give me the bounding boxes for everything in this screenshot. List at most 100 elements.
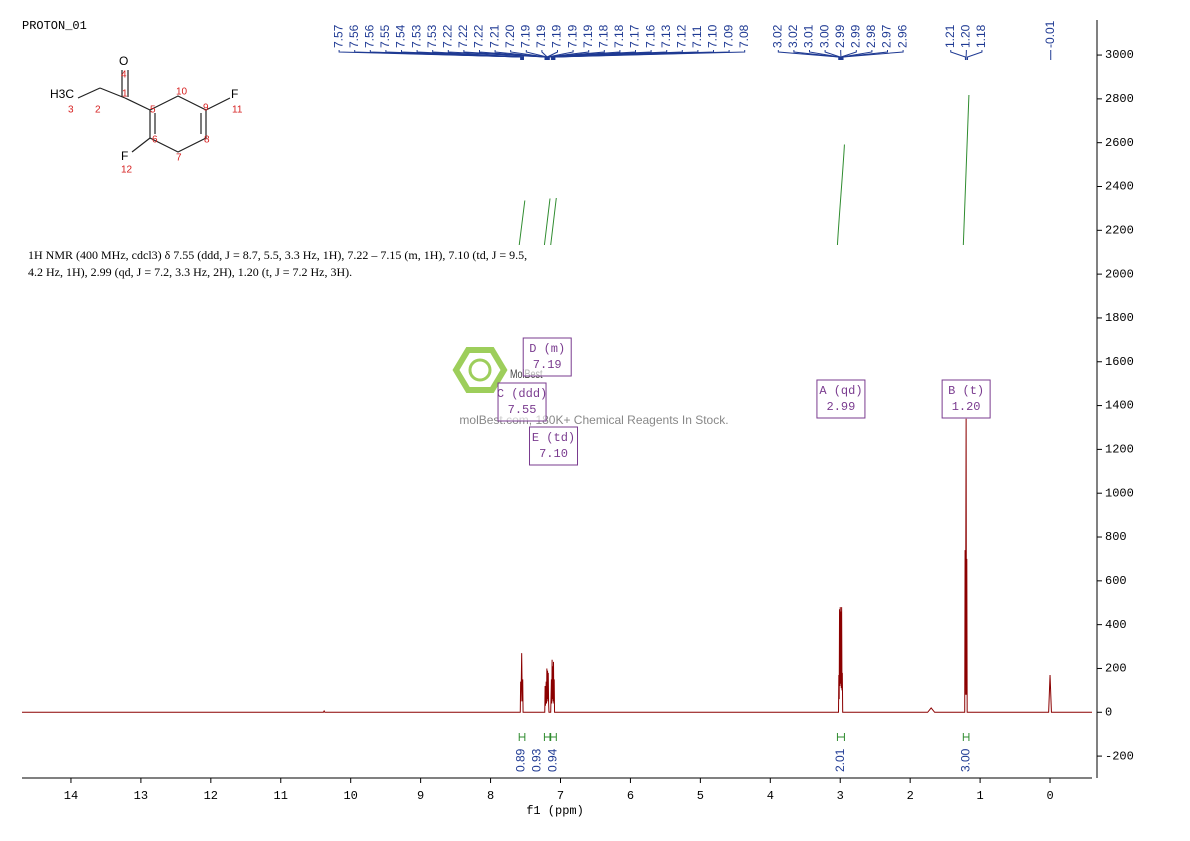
x-tick-label: 10 bbox=[343, 789, 357, 803]
multiplet-name: D (m) bbox=[529, 342, 565, 356]
x-tick-label: 8 bbox=[487, 789, 494, 803]
peak-label: 2.99 bbox=[848, 24, 862, 48]
peak-label: 3.02 bbox=[786, 24, 800, 48]
peak-label: 7.21 bbox=[487, 24, 501, 48]
integral-label: 0.93 bbox=[530, 748, 544, 772]
y-tick-label: 0 bbox=[1105, 705, 1112, 719]
peak-label: 7.53 bbox=[409, 24, 423, 48]
multiplet-shift: 1.20 bbox=[952, 400, 981, 414]
peak-label: 7.10 bbox=[706, 24, 720, 48]
peak-connector bbox=[950, 50, 966, 60]
y-tick-label: 1600 bbox=[1105, 355, 1134, 369]
bond bbox=[205, 97, 231, 111]
peak-label: 7.12 bbox=[674, 24, 688, 48]
peak-label: 7.13 bbox=[659, 24, 673, 48]
x-tick-label: 13 bbox=[134, 789, 148, 803]
y-tick-label: 2600 bbox=[1105, 136, 1134, 150]
peak-label: 7.18 bbox=[612, 24, 626, 48]
peak-connector bbox=[809, 50, 841, 60]
y-tick-label: 200 bbox=[1105, 662, 1127, 676]
bond bbox=[77, 87, 101, 99]
logo bbox=[452, 347, 508, 393]
peak-label: 3.02 bbox=[770, 24, 784, 48]
peak-label: 7.16 bbox=[643, 24, 657, 48]
atom: F bbox=[231, 87, 238, 101]
y-tick-label: 800 bbox=[1105, 530, 1127, 544]
x-tick-label: 3 bbox=[837, 789, 844, 803]
peak-label: 7.56 bbox=[362, 24, 376, 48]
peak-label: 3.00 bbox=[817, 24, 831, 48]
peak-connector bbox=[967, 50, 983, 60]
x-tick-label: 2 bbox=[907, 789, 914, 803]
structure bbox=[77, 70, 231, 153]
peak-label: 7.18 bbox=[596, 24, 610, 48]
peak-connector bbox=[494, 50, 547, 60]
multiplet-box bbox=[497, 382, 547, 422]
multiplet-shift: 7.19 bbox=[533, 358, 562, 372]
peak-connector bbox=[554, 50, 746, 60]
multiplet-name: A (qd) bbox=[819, 384, 862, 398]
peak-connector bbox=[841, 50, 889, 60]
peak-label: 2.97 bbox=[880, 24, 894, 48]
atom-number: 6 bbox=[152, 135, 158, 146]
y-tick-label: 2200 bbox=[1105, 223, 1134, 237]
integral-curve bbox=[550, 197, 557, 246]
peak-label: 7.09 bbox=[721, 24, 735, 48]
x-tick-label: 12 bbox=[204, 789, 218, 803]
y-tick-label: 1000 bbox=[1105, 486, 1134, 500]
peak-label: 3.01 bbox=[802, 24, 816, 48]
description: 4.2 Hz, 1H), 2.99 (qd, J = 7.2, 3.3 Hz, … bbox=[28, 265, 352, 279]
logo bbox=[468, 358, 492, 382]
peak-label: 1.21 bbox=[943, 24, 957, 48]
atom-number: 1 bbox=[122, 89, 128, 100]
peak-label: 7.19 bbox=[581, 24, 595, 48]
peak-connector bbox=[354, 50, 522, 60]
peak-connector bbox=[510, 50, 548, 60]
integral-curve bbox=[518, 200, 526, 246]
multiplet-box bbox=[522, 337, 572, 377]
multiplet-box bbox=[941, 379, 991, 419]
peak-connector bbox=[432, 50, 524, 60]
peak-label: 2.96 bbox=[895, 24, 909, 48]
y-tick-label: 400 bbox=[1105, 618, 1127, 632]
peak-label: 2.98 bbox=[864, 24, 878, 48]
integral-curve bbox=[836, 144, 845, 246]
peak-connector bbox=[546, 50, 590, 60]
x-tick-label: 1 bbox=[977, 789, 984, 803]
multiplet-box bbox=[816, 379, 866, 419]
peak-label: 7.22 bbox=[456, 24, 470, 48]
peak-label: 7.55 bbox=[378, 24, 392, 48]
x-tick-label: 5 bbox=[697, 789, 704, 803]
peak-connector bbox=[824, 50, 841, 60]
peak-label: 1.18 bbox=[974, 24, 988, 48]
atom-number: 12 bbox=[121, 165, 133, 176]
peak-label: 2.99 bbox=[833, 24, 847, 48]
x-tick-label: 0 bbox=[1046, 789, 1053, 803]
atom: H3C bbox=[50, 87, 74, 101]
bond bbox=[99, 87, 126, 99]
peak-label: 1.20 bbox=[959, 24, 973, 48]
peak-label: 7.17 bbox=[628, 24, 642, 48]
peak-label: 7.19 bbox=[565, 24, 579, 48]
peak-label: 7.53 bbox=[425, 24, 439, 48]
x-tick-label: 9 bbox=[417, 789, 424, 803]
multiplet-name: E (td) bbox=[532, 431, 575, 445]
atom-number: 2 bbox=[95, 105, 101, 116]
y-tick-label: 2800 bbox=[1105, 92, 1134, 106]
peak-label: 7.19 bbox=[518, 24, 532, 48]
multiplet-box bbox=[529, 426, 579, 466]
peak-connector bbox=[842, 50, 904, 60]
x-tick-label: 14 bbox=[64, 789, 78, 803]
multiplet-name: C (ddd) bbox=[497, 387, 547, 401]
peak-connector bbox=[840, 50, 857, 60]
atom-number: 8 bbox=[204, 135, 210, 146]
y-tick-label: 2400 bbox=[1105, 180, 1134, 194]
integral-label: 0.89 bbox=[514, 748, 528, 772]
peak-label: 7.08 bbox=[737, 24, 751, 48]
y-tick-label: 600 bbox=[1105, 574, 1127, 588]
multiplet-name: B (t) bbox=[948, 384, 984, 398]
atom-number: 10 bbox=[176, 87, 188, 98]
atom-number: 3 bbox=[68, 105, 74, 116]
x-tick-label: 7 bbox=[557, 789, 564, 803]
